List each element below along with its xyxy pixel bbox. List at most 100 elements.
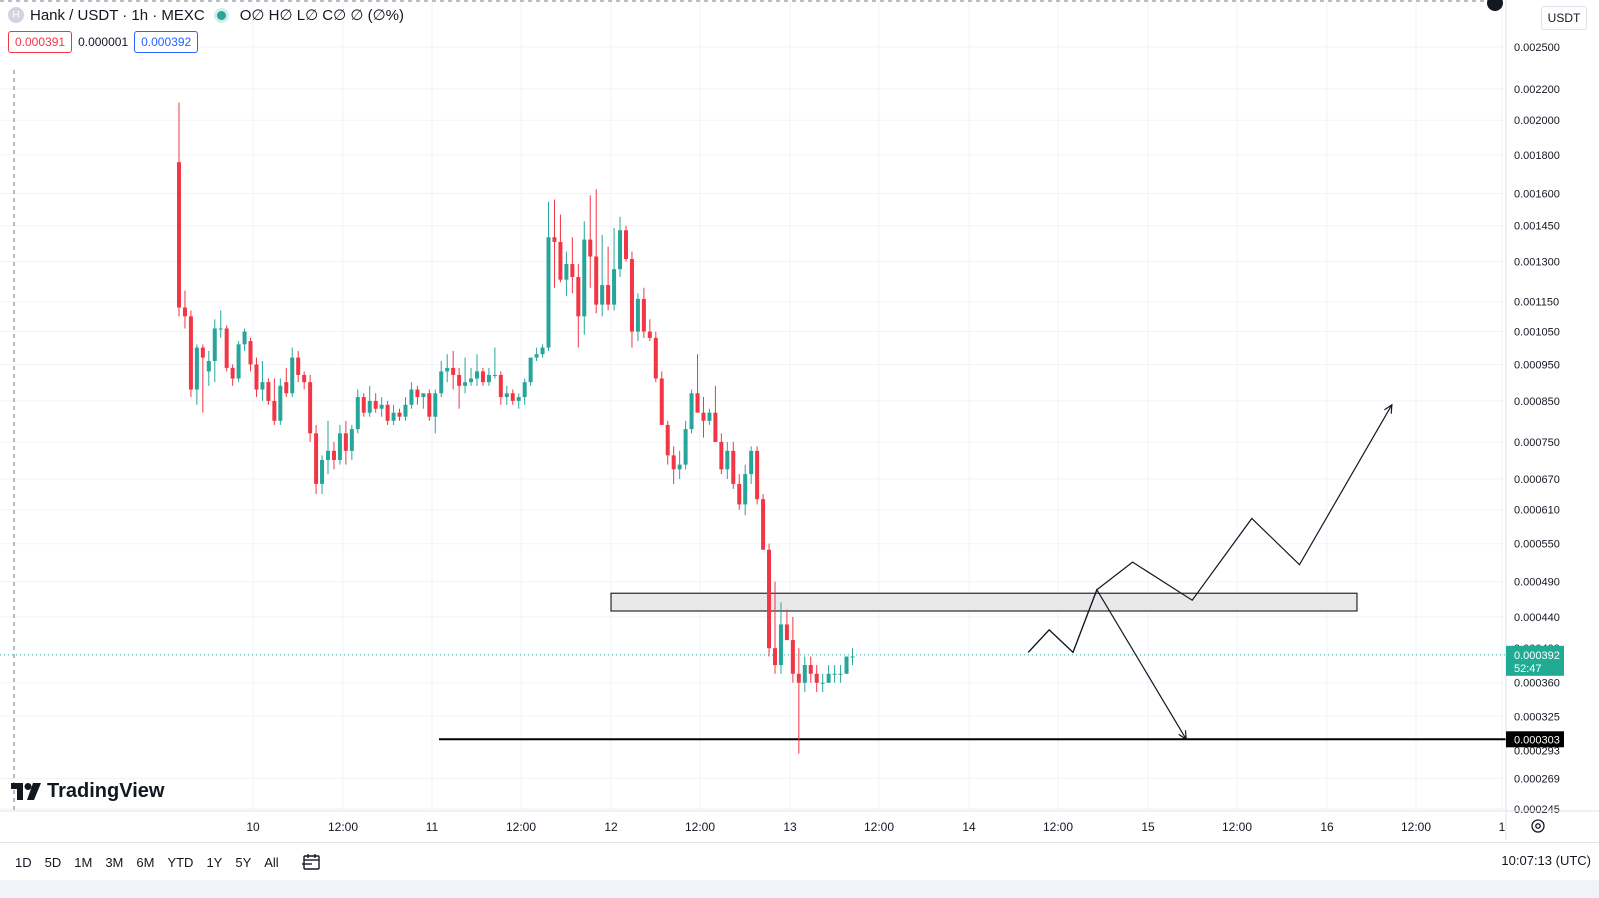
- candle-body: [850, 656, 855, 658]
- range-6m-button[interactable]: 6M: [136, 854, 155, 870]
- symbol-icon: H: [8, 7, 24, 23]
- candle-body: [844, 656, 849, 674]
- buy-price-button[interactable]: 0.000392: [134, 31, 199, 53]
- price-tick-label: 0.000490: [1514, 577, 1560, 589]
- candle-body: [445, 367, 450, 372]
- candle-body: [218, 328, 223, 330]
- candle-body: [498, 374, 503, 398]
- range-5y-button[interactable]: 5Y: [235, 854, 252, 870]
- candle-body: [653, 337, 658, 379]
- current-price-value: 0.000392: [1514, 650, 1560, 662]
- calendar-range-icon[interactable]: [301, 853, 322, 871]
- candle-body: [349, 429, 354, 451]
- plus-circle-icon: [1487, 0, 1503, 11]
- projection-path: [1027, 588, 1187, 740]
- price-tick-label: 0.000269: [1514, 773, 1560, 785]
- chart-grid: [0, 0, 1506, 810]
- candle-body: [379, 404, 384, 409]
- candle-body: [725, 450, 730, 470]
- candle-body: [629, 259, 634, 332]
- candle-body: [832, 673, 837, 675]
- candle-body: [737, 483, 742, 505]
- time-axis: 10 12:00 11 12:00 12 12:00 13 12:00 14 12:00 15 12:…: [0, 810, 1599, 834]
- range-1m-button[interactable]: 1M: [74, 854, 93, 870]
- sell-price-button[interactable]: 0.000391: [8, 31, 73, 53]
- candle-body: [570, 264, 575, 278]
- candle-body: [457, 374, 462, 386]
- tradingview-logo[interactable]: TradingView: [11, 780, 164, 803]
- candle-body: [624, 230, 628, 260]
- price-tick-label: 0.000950: [1514, 359, 1560, 371]
- symbol-legend[interactable]: H Hank / USDT · 1h · MEXC O∅ H∅ L∅ C∅ ∅ …: [8, 6, 404, 24]
- candle-body: [182, 307, 187, 317]
- ohlc-values: O∅ H∅ L∅ C∅ ∅ (∅%): [239, 7, 405, 24]
- symbol-title[interactable]: Hank / USDT · 1h · MEXC: [30, 6, 205, 24]
- candle-body: [236, 344, 241, 379]
- candle-body: [194, 347, 199, 390]
- candle-body: [761, 499, 766, 550]
- time-tick-label: 12:00: [685, 820, 715, 834]
- price-tick-label: 0.001150: [1514, 297, 1559, 309]
- candle-body: [397, 412, 402, 417]
- candle-body: [469, 378, 474, 383]
- candle-body: [641, 298, 646, 332]
- candle-body: [439, 371, 444, 394]
- time-tick-label: 12:00: [1043, 820, 1073, 834]
- time-tick-label: 13: [783, 820, 797, 834]
- price-tick-label: 0.001450: [1514, 221, 1560, 233]
- price-axis: 0.002500 0.002200 0.002000 0.001800 0.001600…: [1505, 0, 1564, 840]
- candle-body: [683, 429, 688, 465]
- price-tick-label: 0.000293: [1514, 745, 1560, 757]
- price-tick-label: 0.001300: [1514, 257, 1560, 269]
- candle-body: [486, 374, 491, 383]
- range-5d-button[interactable]: 5D: [44, 854, 62, 870]
- range-1d-button[interactable]: 1D: [15, 854, 32, 870]
- range-ytd-button[interactable]: YTD: [167, 854, 194, 870]
- candle-body: [814, 673, 819, 683]
- price-tick-label: 0.002500: [1514, 42, 1560, 54]
- candle-body: [546, 237, 551, 348]
- range-3m-button[interactable]: 3M: [105, 854, 124, 870]
- candle-body: [373, 400, 378, 409]
- page-bottom-strip: [0, 880, 1599, 898]
- candle-body: [773, 648, 777, 666]
- candle-body: [719, 441, 724, 470]
- candle-body: [713, 412, 718, 442]
- candle-body: [320, 459, 325, 484]
- candle-body: [254, 364, 259, 390]
- candle-body: [451, 367, 456, 375]
- candle-body: [689, 393, 694, 430]
- time-tick-label: 12:00: [1401, 820, 1431, 834]
- time-tick-label: 1: [1499, 820, 1506, 834]
- candle-body: [826, 673, 831, 683]
- price-tick-label: 0.000670: [1514, 474, 1560, 486]
- currency-button[interactable]: USDT: [1541, 6, 1587, 30]
- candle-body: [242, 331, 247, 345]
- time-tick-label: 10: [246, 820, 260, 834]
- candle-body: [302, 374, 307, 383]
- candle-body: [695, 393, 700, 413]
- price-tick-label: 0.000610: [1514, 505, 1560, 517]
- candle-body: [558, 241, 563, 280]
- time-tick-label: 12:00: [1222, 820, 1252, 834]
- candle-body: [606, 285, 611, 305]
- candle-body: [266, 382, 271, 401]
- price-tick-label: 0.000440: [1514, 612, 1560, 624]
- candle-body: [665, 424, 670, 456]
- candle-body: [200, 347, 205, 358]
- candle-body: [778, 624, 783, 666]
- price-tick-label: 0.000550: [1514, 539, 1560, 551]
- candle-body: [576, 277, 581, 317]
- range-1y-button[interactable]: 1Y: [206, 854, 223, 870]
- candle-body: [284, 382, 289, 394]
- candle-body: [421, 393, 426, 398]
- candle-body: [743, 474, 748, 505]
- candle-body: [260, 382, 265, 390]
- bottom-toolbar: 1D 5D 1M 3M 6M YTD 1Y 5Y All 10:07:13 (U…: [0, 842, 1599, 881]
- utc-clock[interactable]: 10:07:13 (UTC): [1501, 853, 1591, 868]
- range-all-button[interactable]: All: [264, 854, 279, 870]
- current-price-label: [1506, 645, 1564, 676]
- candle-body: [504, 393, 509, 398]
- settings-icon[interactable]: [1530, 818, 1546, 834]
